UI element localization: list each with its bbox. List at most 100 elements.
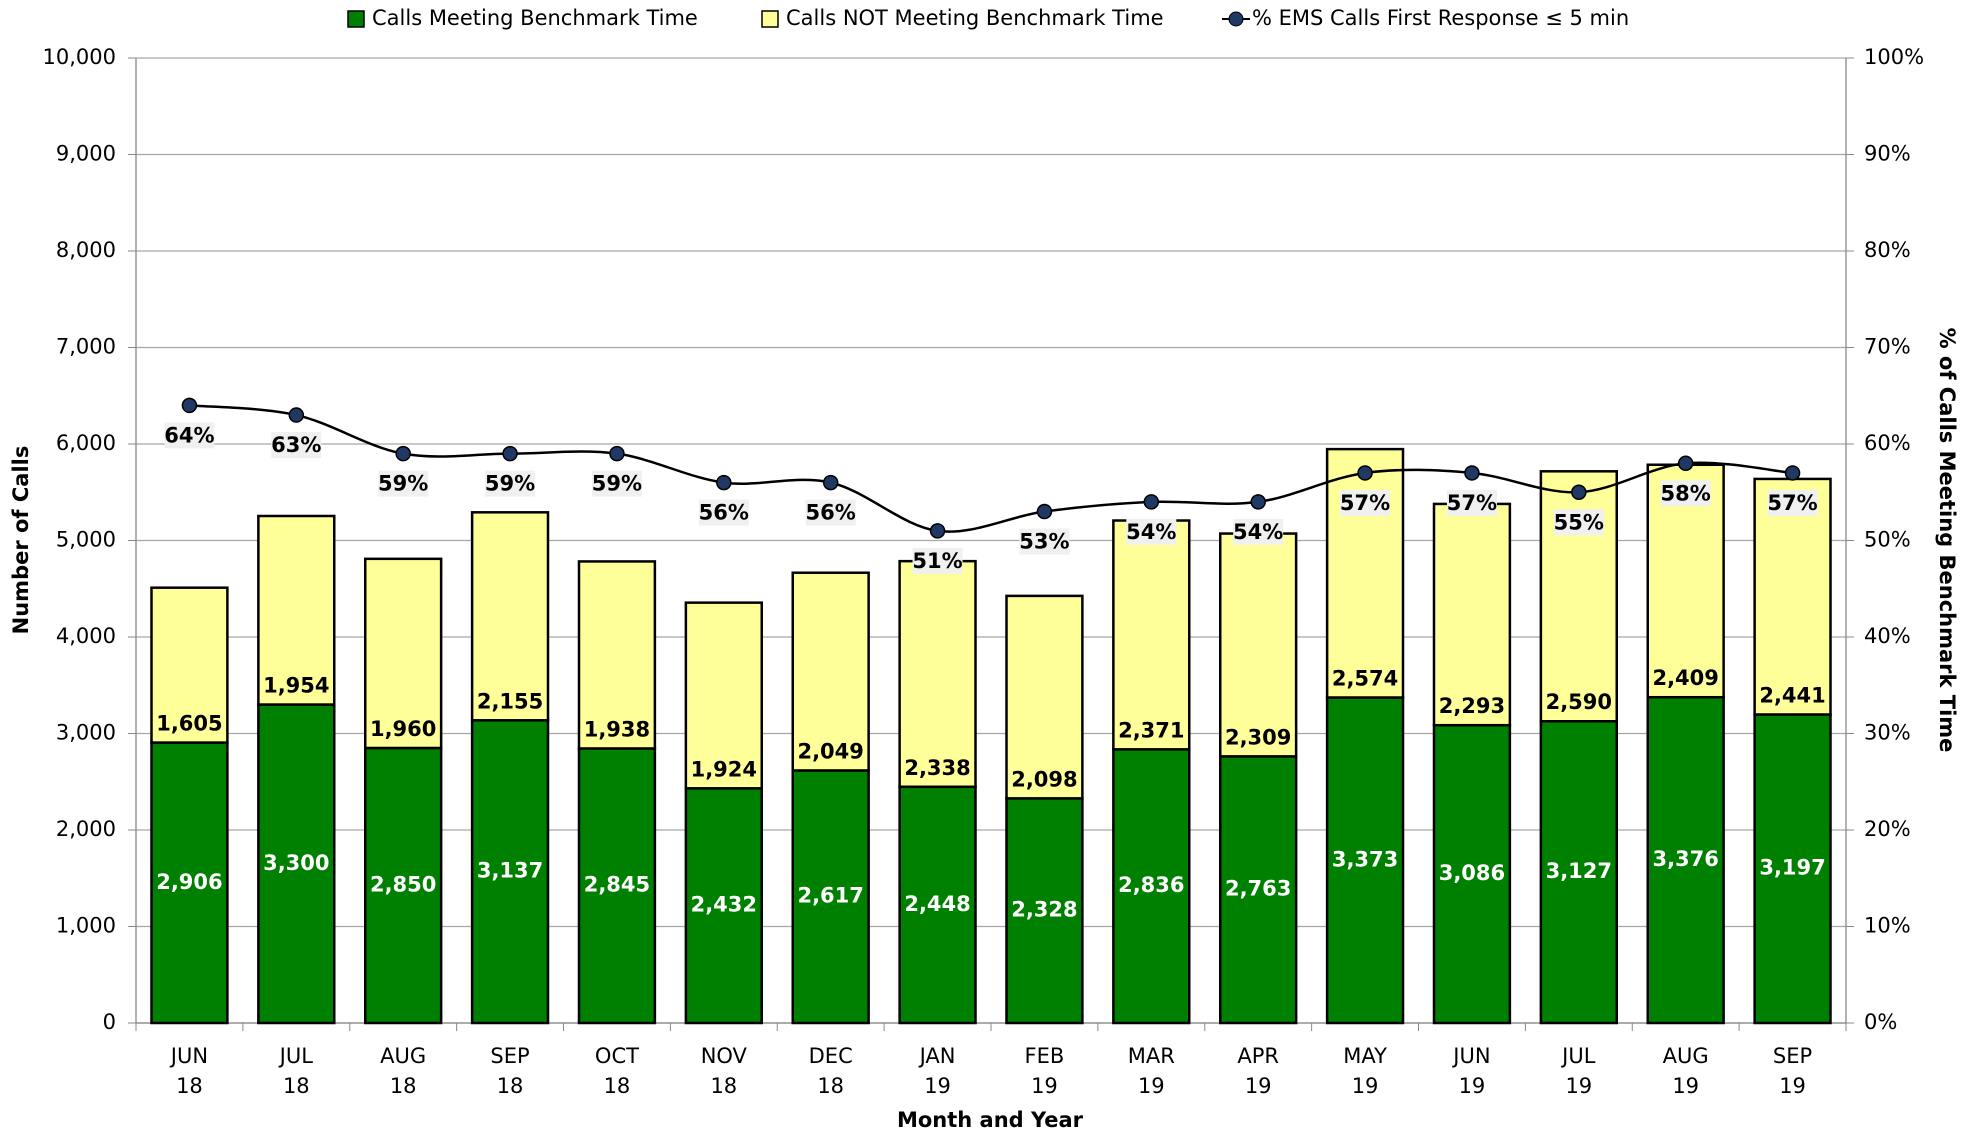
line-value-label: 57% (1340, 491, 1390, 515)
bar-value-label: 2,763 (1225, 877, 1291, 901)
bar-value-label: 1,605 (156, 712, 222, 736)
label-bg (1553, 509, 1604, 536)
y-tick-label: 8,000 (56, 238, 116, 262)
bar-value-label: 3,197 (1759, 856, 1825, 880)
bar-segment (684, 601, 764, 790)
x-tick-label: 19 (1138, 1074, 1165, 1098)
x-tick-label: 18 (710, 1074, 737, 1098)
y2-tick-label: 30% (1864, 721, 1911, 745)
bar-value-label: 3,373 (1332, 847, 1398, 871)
bar-value-label: 2,845 (584, 873, 650, 897)
line-value-label: 54% (1126, 520, 1176, 544)
x-tick-label: 19 (1245, 1074, 1272, 1098)
x-tick-label: AUG (1663, 1044, 1709, 1068)
bar-segment (150, 586, 229, 744)
bar-segment (1325, 696, 1405, 1025)
line (189, 404, 1793, 533)
y2-tick-label: 90% (1864, 142, 1911, 166)
bar-value-label: 2,906 (156, 870, 222, 894)
line-value-label: 55% (1554, 510, 1604, 534)
x-tick-label: 18 (497, 1074, 524, 1098)
bar-segment (684, 787, 764, 1025)
x-tick-label: DEC (809, 1044, 853, 1068)
line-value-label: 58% (1661, 481, 1711, 505)
bar-value-label: 2,098 (1011, 767, 1077, 791)
line-value-label: 63% (271, 433, 321, 457)
bar-segment (1753, 477, 1832, 716)
bar-value-label: 1,938 (584, 717, 650, 741)
x-tick-label: 19 (924, 1074, 951, 1098)
y-tick-label: 3,000 (56, 721, 116, 745)
x-tick-label: 19 (1352, 1074, 1379, 1098)
bar-value-label: 2,850 (370, 872, 436, 896)
line-value-label: 56% (699, 501, 749, 525)
line-value-label: 59% (485, 472, 535, 496)
y2-tick-label: 40% (1864, 624, 1911, 648)
y-tick-label: 10,000 (43, 45, 116, 69)
line-point (1357, 465, 1373, 481)
line-point (288, 407, 305, 423)
x-tick-label: SEP (490, 1044, 529, 1068)
label-bg (912, 547, 963, 574)
bar-value-label: 3,137 (477, 859, 543, 883)
x-tick-label: JUN (169, 1044, 208, 1068)
line-point (1464, 465, 1480, 481)
bar-segment (577, 747, 657, 1025)
y-tick-label: 6,000 (56, 431, 116, 455)
bar-segment (1539, 719, 1619, 1025)
label-bg (1126, 518, 1177, 545)
y2-tick-label: 70% (1864, 335, 1911, 359)
line-point (1250, 494, 1266, 510)
bar-value-label: 3,086 (1439, 861, 1505, 885)
x-tick-label: FEB (1025, 1044, 1065, 1068)
bar-segment (1432, 502, 1512, 727)
label-bg (1233, 518, 1284, 545)
y-tick-label: 2,000 (56, 817, 116, 841)
bar-value-label: 2,049 (797, 739, 863, 763)
bar-value-label: 2,328 (1011, 898, 1077, 922)
x-tick-label: NOV (701, 1044, 748, 1068)
legend-label: % EMS Calls First Response ≤ 5 min (1252, 6, 1629, 30)
x-tick-label: APR (1237, 1044, 1279, 1068)
x-tick-label: 19 (1779, 1074, 1806, 1098)
line-point (1143, 494, 1160, 510)
label-bg (1660, 480, 1711, 507)
bar-segment (1005, 797, 1084, 1025)
label-bg (1767, 489, 1818, 516)
label-bg (164, 422, 215, 449)
bar-value-label: 2,836 (1118, 873, 1184, 897)
legend-swatch (1228, 11, 1244, 27)
label-bg (1340, 489, 1391, 516)
line-value-label: 57% (1767, 491, 1817, 515)
bar-value-label: 2,309 (1225, 725, 1291, 749)
x-tick-label: JUL (278, 1044, 314, 1068)
x-tick-label: JAN (918, 1044, 956, 1068)
bar-segment (1218, 532, 1298, 758)
label-bg (805, 499, 856, 526)
bar-segment (257, 514, 336, 706)
line-value-label: 51% (912, 549, 962, 573)
bar-segment (1539, 470, 1619, 723)
line-point (1571, 484, 1587, 500)
bar-value-label: 3,127 (1546, 859, 1612, 883)
x-tick-label: 18 (283, 1074, 310, 1098)
line-value-label: 54% (1233, 520, 1283, 544)
bar-value-label: 3,376 (1652, 847, 1718, 871)
line-point (1784, 465, 1801, 481)
bar-segment (1325, 447, 1405, 699)
x-tick-label: 18 (604, 1074, 631, 1098)
x-tick-label: OCT (595, 1044, 639, 1068)
x-tick-label: 19 (1031, 1074, 1058, 1098)
y-tick-label: 7,000 (56, 335, 116, 359)
y-tick-label: 0 (103, 1010, 116, 1034)
bar-value-label: 2,155 (477, 689, 543, 713)
bar-value-label: 2,409 (1652, 666, 1718, 690)
bar-value-label: 2,617 (797, 884, 863, 908)
legend-swatch (347, 10, 365, 28)
bar-segment (470, 719, 550, 1025)
label-bg (485, 470, 536, 497)
line-value-label: 57% (1447, 491, 1497, 515)
label-bg (698, 499, 749, 526)
line-value-label: 56% (806, 501, 856, 525)
